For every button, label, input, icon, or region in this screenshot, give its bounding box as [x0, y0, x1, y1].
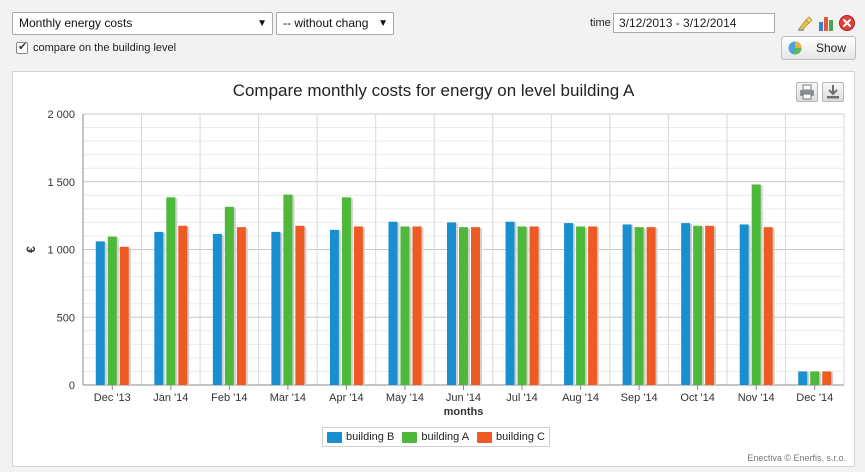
bar-chart: 0 500 1 000 1 500 2 000 € Dec '13 Jan '14 Feb '1… [24, 109, 845, 418]
legend-swatch [327, 431, 342, 443]
bar [588, 226, 598, 385]
bar [564, 223, 574, 385]
bar [705, 225, 715, 385]
compare-building-label: compare on the building level [33, 42, 177, 54]
bar [95, 241, 105, 385]
print-button[interactable] [796, 82, 818, 102]
y-tick-label: 2 000 [47, 109, 75, 121]
x-tick-label: Mar '14 [270, 392, 306, 404]
bar [739, 224, 749, 385]
chart-panel: Compare monthly costs for energy on leve… [12, 71, 855, 467]
chart-legend: building B building A building C [322, 427, 550, 447]
bar [471, 227, 480, 385]
y-tick-label: 1 500 [47, 177, 75, 189]
close-icon[interactable] [838, 14, 856, 32]
bar [295, 225, 305, 385]
bar [822, 371, 832, 385]
bar [119, 246, 129, 385]
bar [693, 225, 703, 385]
bar-chart-icon[interactable] [817, 14, 835, 32]
bar [810, 371, 820, 385]
bar [517, 226, 527, 385]
time-label: time [590, 17, 611, 29]
metric-select-value: Monthly energy costs [19, 16, 133, 30]
bar [329, 229, 339, 385]
bar [798, 371, 808, 385]
change-select[interactable]: -- without chang ▼ [276, 12, 394, 35]
bar [166, 197, 176, 385]
x-tick-label: Apr '14 [329, 392, 364, 404]
legend-swatch [477, 431, 493, 443]
bar [763, 227, 773, 385]
legend-item[interactable]: building C [477, 431, 545, 443]
legend-label: building B [346, 431, 395, 443]
x-tick-label: Oct '14 [680, 392, 715, 404]
bar [529, 226, 539, 385]
bar [412, 226, 422, 385]
x-axis-label: months [444, 406, 484, 418]
bar [236, 227, 246, 385]
bar [224, 206, 234, 385]
compare-building-checkbox[interactable] [16, 40, 28, 54]
bar [283, 194, 293, 385]
y-tick-label: 0 [69, 380, 75, 392]
legend-swatch [402, 431, 418, 443]
bar [634, 227, 644, 385]
legend-item[interactable]: building B [327, 431, 394, 443]
legend-item[interactable]: building A [402, 431, 469, 443]
download-button[interactable] [822, 82, 844, 102]
legend-label: building C [496, 431, 545, 443]
bar [212, 233, 222, 385]
change-select-value: -- without chang [283, 16, 369, 30]
legend-label: building A [421, 431, 470, 443]
bar [388, 221, 398, 385]
credit-text: Enectiva © Enerfis, s.r.o. [747, 453, 846, 463]
bar [341, 197, 351, 385]
x-tick-label: Jul '14 [506, 392, 537, 404]
chart-title: Compare monthly costs for energy on leve… [232, 81, 635, 100]
metric-select[interactable]: Monthly energy costs ▼ [12, 12, 273, 35]
x-tick-label: Jun '14 [446, 392, 481, 404]
x-tick-label: Aug '14 [562, 392, 599, 404]
x-tick-label: Sep '14 [621, 392, 658, 404]
bar [400, 226, 410, 385]
bar [681, 223, 691, 385]
y-tick-label: 500 [57, 312, 75, 324]
chevron-down-icon: ▼ [257, 18, 267, 29]
x-tick-label: Feb '14 [211, 392, 247, 404]
bar [447, 222, 456, 385]
x-tick-label: Dec '13 [94, 392, 131, 404]
bar [576, 226, 586, 385]
y-tick-label: 1 000 [47, 245, 75, 257]
chevron-down-icon: ▼ [378, 18, 388, 29]
bar [154, 231, 164, 385]
print-icon [800, 84, 814, 100]
x-tick-label: Dec '14 [796, 392, 833, 404]
bar [271, 231, 281, 385]
bar [751, 184, 761, 385]
y-axis-label: € [24, 246, 38, 253]
x-tick-label: Jan '14 [153, 392, 188, 404]
compare-building-row: compare on the building level [16, 40, 177, 54]
bar [505, 221, 515, 385]
pie-chart-icon [788, 41, 802, 55]
show-button-label: Show [816, 41, 847, 55]
show-button[interactable]: Show [781, 36, 856, 60]
bar [459, 227, 468, 385]
bar [178, 225, 188, 385]
download-icon [827, 85, 839, 99]
x-tick-label: May '14 [386, 392, 424, 404]
time-range-value: 3/12/2013 - 3/12/2014 [619, 16, 737, 30]
x-tick-label: Nov '14 [738, 392, 775, 404]
bar [107, 236, 117, 385]
bar [646, 227, 656, 385]
bar [622, 224, 632, 385]
time-range-input[interactable]: 3/12/2013 - 3/12/2014 [613, 13, 775, 33]
chart-edit-icon[interactable] [797, 14, 815, 32]
bar [353, 226, 363, 385]
